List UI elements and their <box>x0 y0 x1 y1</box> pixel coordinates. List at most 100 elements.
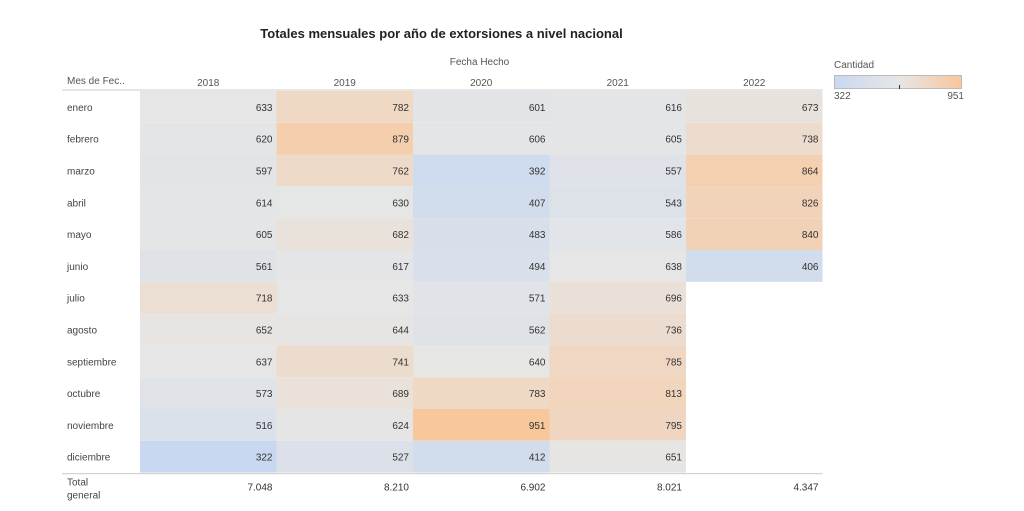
cell-value-enero-2020: 601 <box>529 103 546 114</box>
cell-agosto-2018 <box>140 313 277 346</box>
cell-value-junio-2019: 617 <box>392 262 409 273</box>
column-header-2020: 2020 <box>470 78 493 89</box>
cell-noviembre-2020 <box>413 409 550 441</box>
cell-value-mayo-2019: 682 <box>392 230 409 241</box>
row-label-enero: enero <box>67 103 93 114</box>
legend-labels: 322 951 <box>834 91 964 102</box>
cell-enero-2022 <box>686 91 823 123</box>
cell-junio-2018 <box>140 250 277 282</box>
cell-value-septiembre-2018: 637 <box>256 357 273 368</box>
cell-value-julio-2019: 633 <box>392 294 409 305</box>
cell-value-septiembre-2019: 741 <box>392 357 409 368</box>
cell-enero-2018 <box>140 91 277 123</box>
cell-value-diciembre-2020: 412 <box>529 453 546 464</box>
row-label-mayo: mayo <box>67 230 92 241</box>
cell-diciembre-2018 <box>140 440 277 473</box>
legend-title: Cantidad <box>834 60 875 71</box>
cell-septiembre-2021 <box>549 345 686 378</box>
cell-abril-2022 <box>686 186 823 219</box>
cell-marzo-2019 <box>276 154 413 187</box>
cell-value-febrero-2019: 879 <box>392 135 409 146</box>
cell-value-junio-2021: 638 <box>665 262 682 273</box>
cell-value-abril-2019: 630 <box>392 198 409 209</box>
cell-value-junio-2018: 561 <box>256 262 273 273</box>
cell-mayo-2018 <box>140 218 277 250</box>
cell-value-septiembre-2021: 785 <box>665 357 682 368</box>
cell-value-mayo-2020: 483 <box>529 230 546 241</box>
cell-diciembre-2021 <box>549 440 686 473</box>
cell-septiembre-2018 <box>140 345 277 378</box>
cell-value-diciembre-2019: 527 <box>392 453 409 464</box>
cell-value-noviembre-2020: 951 <box>529 421 546 432</box>
cell-noviembre-2018 <box>140 409 277 441</box>
cell-octubre-2019 <box>276 377 413 409</box>
cell-mayo-2020 <box>413 218 550 250</box>
cell-noviembre-2019 <box>276 409 413 441</box>
cell-value-mayo-2022: 840 <box>802 230 819 241</box>
column-header-2021: 2021 <box>607 78 630 89</box>
cell-marzo-2018 <box>140 154 277 187</box>
cell-julio-2019 <box>276 281 413 314</box>
cell-value-enero-2022: 673 <box>802 103 819 114</box>
chart-title: Totales mensuales por año de extorsiones… <box>260 26 623 41</box>
cell-agosto-2019 <box>276 313 413 346</box>
cell-value-octubre-2020: 783 <box>529 389 546 400</box>
cell-noviembre-2021 <box>549 409 686 441</box>
total-value-2020: 6.902 <box>520 483 545 494</box>
legend-min-label: 322 <box>834 91 851 102</box>
cell-febrero-2022 <box>686 122 823 155</box>
row-header-label: Mes de Fec.. <box>67 76 125 87</box>
cell-julio-2020 <box>413 281 550 314</box>
cell-enero-2019 <box>276 91 413 123</box>
cell-agosto-2021 <box>549 313 686 346</box>
cell-value-diciembre-2021: 651 <box>665 453 682 464</box>
column-header-2022: 2022 <box>743 78 766 89</box>
row-label-agosto: agosto <box>67 326 97 337</box>
cell-marzo-2022 <box>686 154 823 187</box>
cell-junio-2020 <box>413 250 550 282</box>
cell-diciembre-2019 <box>276 440 413 473</box>
row-label-junio: junio <box>66 262 89 273</box>
cell-enero-2020 <box>413 91 550 123</box>
cell-value-agosto-2021: 736 <box>665 326 682 337</box>
cell-enero-2021 <box>549 91 686 123</box>
cell-octubre-2020 <box>413 377 550 409</box>
column-header-2018: 2018 <box>197 78 220 89</box>
cell-abril-2018 <box>140 186 277 219</box>
cell-value-julio-2021: 696 <box>665 294 682 305</box>
cell-febrero-2018 <box>140 122 277 155</box>
cell-junio-2019 <box>276 250 413 282</box>
cell-value-abril-2018: 614 <box>256 198 273 209</box>
cell-value-diciembre-2018: 322 <box>256 453 273 464</box>
cell-abril-2019 <box>276 186 413 219</box>
legend-gradient-bar <box>834 75 962 89</box>
cell-agosto-2020 <box>413 313 550 346</box>
row-label-diciembre: diciembre <box>67 453 111 464</box>
cell-value-mayo-2021: 586 <box>665 230 682 241</box>
cell-value-enero-2018: 633 <box>256 103 273 114</box>
total-value-2022: 4.347 <box>793 483 818 494</box>
cell-value-mayo-2018: 605 <box>256 230 273 241</box>
cell-septiembre-2020 <box>413 345 550 378</box>
cell-value-enero-2021: 616 <box>665 103 682 114</box>
row-label-noviembre: noviembre <box>67 421 114 432</box>
color-legend: Cantidad 322 951 <box>834 60 964 102</box>
cell-mayo-2019 <box>276 218 413 250</box>
cell-value-febrero-2021: 605 <box>665 135 682 146</box>
column-group-label: Fecha Hecho <box>449 57 510 68</box>
total-value-2018: 7.048 <box>247 483 272 494</box>
cell-value-febrero-2022: 738 <box>802 135 819 146</box>
cell-abril-2021 <box>549 186 686 219</box>
legend-max-label: 951 <box>947 91 964 102</box>
cell-julio-2021 <box>549 281 686 314</box>
cell-febrero-2020 <box>413 122 550 155</box>
cell-value-agosto-2018: 652 <box>256 326 273 337</box>
cell-value-junio-2022: 406 <box>802 262 819 273</box>
cell-septiembre-2019 <box>276 345 413 378</box>
cell-value-abril-2022: 826 <box>802 198 819 209</box>
row-label-julio: julio <box>66 294 85 305</box>
cell-value-abril-2021: 543 <box>665 198 682 209</box>
cell-marzo-2020 <box>413 154 550 187</box>
cell-value-noviembre-2021: 795 <box>665 421 682 432</box>
cell-value-noviembre-2019: 624 <box>392 421 409 432</box>
